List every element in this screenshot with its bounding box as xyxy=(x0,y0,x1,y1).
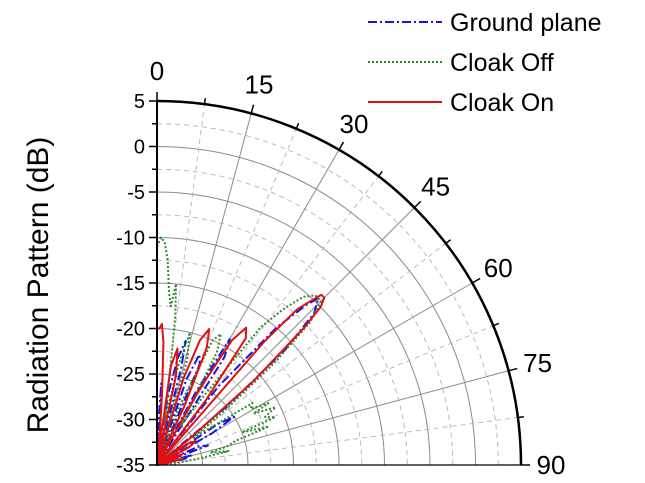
grid-spoke-major xyxy=(156,113,252,466)
angle-tick xyxy=(471,277,481,284)
grid-arc-minor xyxy=(156,350,272,466)
legend-entry: Cloak Off xyxy=(368,49,554,77)
grid-arc-minor xyxy=(156,168,454,466)
angle-tick xyxy=(445,239,451,245)
legend-entry: Ground plane xyxy=(368,9,602,37)
grid-spoke-minor xyxy=(156,128,297,466)
legend-label: Cloak On xyxy=(450,89,554,117)
y-axis-label: Radiation Pattern (dB) xyxy=(22,137,55,434)
angle-tick xyxy=(203,98,207,105)
axes xyxy=(149,92,530,466)
grid-spoke-minor xyxy=(156,325,494,466)
grid-spoke-minor xyxy=(156,104,205,466)
legend-label: Cloak Off xyxy=(450,49,554,77)
legend-label: Ground plane xyxy=(450,9,602,37)
angle-tick xyxy=(508,367,518,372)
series-line-cloak-on xyxy=(156,293,326,466)
radial-tick-label: -35 xyxy=(116,455,145,477)
grid-arc-minor xyxy=(156,214,408,466)
grid-arc-minor xyxy=(156,259,363,466)
radial-tick-label: 0 xyxy=(134,137,145,159)
series-layer xyxy=(156,236,326,466)
polar-grid xyxy=(156,104,518,466)
angle-tick xyxy=(493,322,500,327)
angle-tick-label: 15 xyxy=(245,69,274,99)
angle-tick xyxy=(295,122,300,129)
radial-tick-label: -30 xyxy=(116,410,145,432)
radial-tick-label: -5 xyxy=(127,182,145,204)
radial-tick-label: -20 xyxy=(116,319,145,341)
angle-tick-label: 90 xyxy=(537,450,566,480)
grid-spoke-major xyxy=(156,207,415,466)
radial-tick-label: 5 xyxy=(134,91,145,113)
radial-tick-label: -10 xyxy=(116,228,145,250)
legend: Ground plane Cloak Off Cloak On xyxy=(368,9,602,117)
angle-tick xyxy=(250,104,255,114)
angle-tick xyxy=(377,171,383,177)
grid-spoke-minor xyxy=(156,417,518,466)
angle-tick-label: 0 xyxy=(150,56,164,86)
angle-tick-label: 30 xyxy=(340,109,369,139)
radial-tick-label: -15 xyxy=(116,273,145,295)
angle-tick-label: 60 xyxy=(484,253,513,283)
legend-entry: Cloak On xyxy=(368,89,554,117)
grid-spoke-major xyxy=(156,370,509,466)
angle-tick xyxy=(517,415,524,419)
angle-tick-label: 75 xyxy=(523,348,552,378)
grid-spoke-minor xyxy=(156,243,447,466)
angle-tick-label: 45 xyxy=(421,171,450,201)
radial-tick-label: -25 xyxy=(116,364,145,386)
angle-tick xyxy=(338,141,345,151)
angle-tick xyxy=(413,200,422,209)
